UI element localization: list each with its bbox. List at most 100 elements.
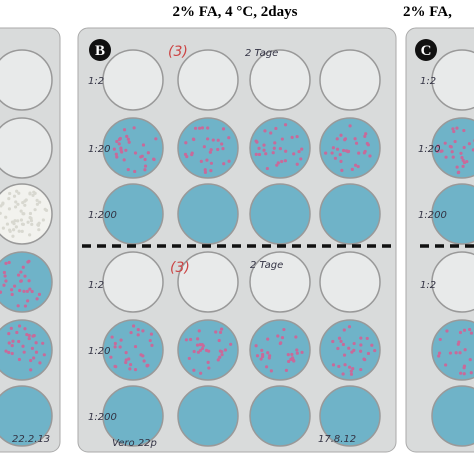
plaque [280,137,284,141]
plaque [222,162,226,166]
plaque [227,136,231,140]
plaque [254,152,258,156]
plaque [218,355,222,359]
annotation: 17.8.12 [318,434,356,445]
plaque [284,368,289,372]
plaque [357,151,361,155]
plaque [15,330,19,335]
plaque [207,366,211,370]
plaque [184,141,188,145]
plaque [335,137,339,141]
annotation: 1:200 [88,210,117,221]
plaque [119,338,123,342]
plaque [9,326,13,330]
plaque [437,354,441,358]
plaque [280,336,285,340]
plaque [20,229,24,233]
plaque [463,348,467,352]
plaque [136,328,140,332]
annotation: Vero 22p [112,438,157,449]
well [319,385,381,447]
plaque [460,156,464,160]
plaque [197,126,202,130]
plaque [5,222,10,226]
plaque [30,222,34,226]
plaque [119,148,123,152]
plaque [11,339,15,343]
well [249,319,311,381]
plaque [458,351,462,355]
plaque [208,150,212,154]
plaque [150,343,154,347]
plaque [366,351,371,356]
plaque [468,327,472,332]
plaque [339,339,343,343]
plaque [28,287,32,291]
plaque [295,351,299,355]
plaque [115,139,119,144]
plaque [459,371,463,375]
plaque [115,155,119,159]
plaque [124,358,128,362]
plaque [122,128,127,132]
plaque [143,157,147,162]
panel-badge [89,39,111,61]
plaque [437,351,442,355]
plaque [141,329,145,333]
plaque [365,336,369,341]
plaque [290,135,294,140]
plaque [4,349,8,353]
plaque [203,168,207,172]
plaque [7,207,12,211]
plaque [272,146,276,150]
plaque [209,148,213,152]
plaque [276,161,280,165]
plaque [109,355,113,359]
plaque [359,343,363,347]
plaque [16,202,20,206]
plaque [7,260,11,265]
plaque [12,284,17,288]
plaque [282,327,286,332]
plaque [7,350,11,355]
well [0,251,53,313]
plaque [196,337,200,341]
plaque [4,261,8,265]
plaque [338,153,342,157]
plaque [450,150,454,154]
plaque [468,358,472,362]
plaque [126,167,130,172]
plaque [7,341,11,345]
plaque [28,215,32,220]
plaque [35,202,39,206]
plaque [7,332,11,336]
plaque [436,144,440,148]
plaque [353,163,358,167]
plaque [324,151,328,155]
plaque [154,137,158,141]
plaque [118,345,122,349]
plaque [471,148,474,152]
plaque [17,191,21,195]
plaque [199,371,203,375]
plaque [20,222,25,226]
plaque [365,141,369,146]
annotation: 1:2 [420,280,436,291]
plaque [41,341,45,345]
plaque [462,328,467,332]
plaque [451,127,455,131]
plaque [145,363,149,368]
plaque [37,228,41,232]
plaque [22,212,26,216]
plaque [221,147,225,151]
plaque [33,191,37,196]
plaque [19,218,24,222]
plaque [364,132,368,136]
plaque [31,193,35,198]
plaque [42,353,46,357]
plaque [348,365,352,369]
plaque [455,165,459,169]
well [177,183,239,245]
plaque [286,353,290,357]
plaque [191,137,195,141]
